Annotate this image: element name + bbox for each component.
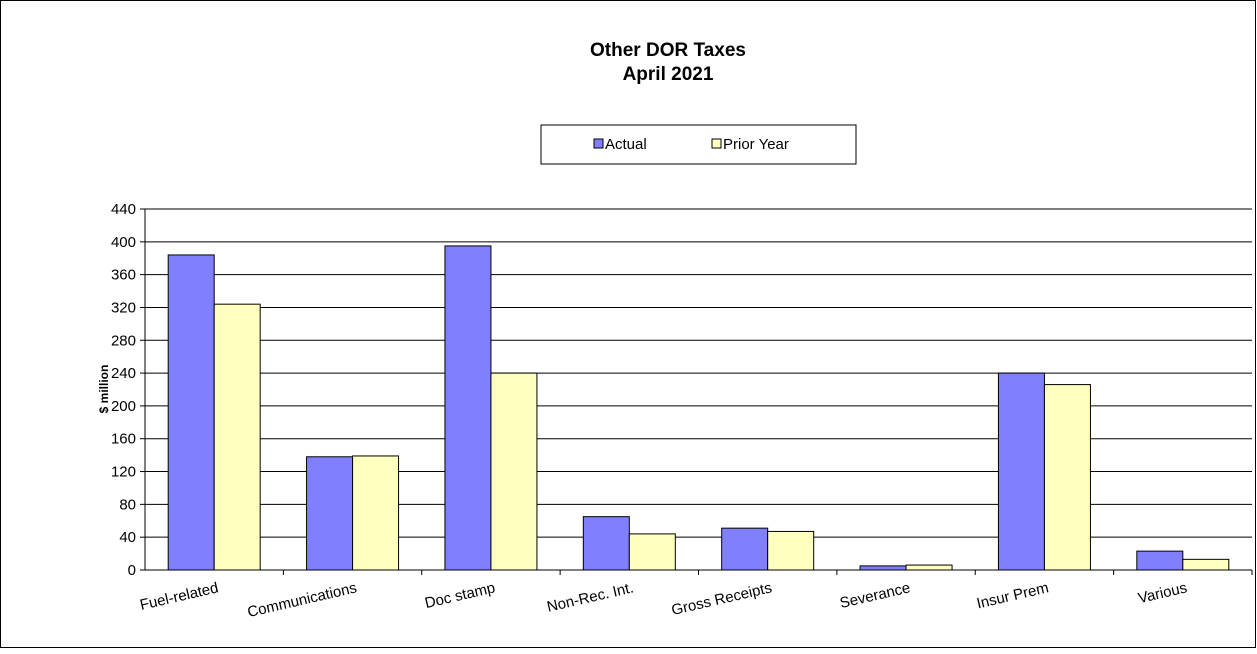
axes bbox=[144, 209, 1253, 575]
y-tick-label: 280 bbox=[111, 332, 136, 349]
bar-actual bbox=[167, 254, 215, 571]
y-tick-label: 240 bbox=[111, 365, 136, 382]
bar-prior-year bbox=[213, 303, 261, 571]
bar-actual bbox=[1136, 550, 1184, 571]
chart-title: Other DOR Taxes bbox=[590, 40, 746, 61]
bar-actual bbox=[721, 527, 769, 571]
bar-actual bbox=[997, 372, 1045, 571]
y-axis-ticks: 0 40 80 120 160 200 240 280 320 360 400 440 bbox=[111, 201, 145, 579]
bar-prior-year bbox=[1182, 558, 1230, 571]
y-tick-label: 200 bbox=[111, 398, 136, 415]
y-tick-label: 440 bbox=[111, 201, 136, 218]
bar-actual bbox=[859, 565, 907, 571]
legend-swatch-actual bbox=[593, 138, 604, 149]
bar-prior-year bbox=[905, 564, 953, 571]
y-tick-label: 360 bbox=[111, 267, 136, 284]
legend: Actual Prior Year bbox=[540, 124, 857, 165]
y-tick-label: 160 bbox=[111, 431, 136, 448]
y-tick-label: 80 bbox=[119, 496, 136, 513]
bar-actual bbox=[582, 516, 630, 571]
legend-box bbox=[540, 124, 857, 165]
bar-prior-year bbox=[628, 533, 676, 571]
legend-label-prior-year: Prior Year bbox=[723, 136, 789, 153]
y-tick-label: 0 bbox=[128, 562, 136, 579]
y-tick-label: 120 bbox=[111, 464, 136, 481]
y-tick-label: 40 bbox=[119, 529, 136, 546]
bar-actual bbox=[306, 456, 354, 571]
bars bbox=[167, 245, 1230, 571]
chart-subtitle: April 2021 bbox=[623, 64, 714, 85]
legend-swatch-prior-year bbox=[711, 138, 722, 149]
bar-actual bbox=[444, 245, 492, 571]
legend-label-actual: Actual bbox=[605, 136, 647, 153]
bar-prior-year bbox=[352, 455, 400, 571]
y-tick-label: 400 bbox=[111, 234, 136, 251]
bar-prior-year bbox=[1043, 384, 1091, 571]
bar-prior-year bbox=[767, 530, 815, 571]
bar-prior-year bbox=[490, 372, 538, 571]
y-axis-label: $ million bbox=[97, 365, 111, 414]
y-tick-label: 320 bbox=[111, 299, 136, 316]
